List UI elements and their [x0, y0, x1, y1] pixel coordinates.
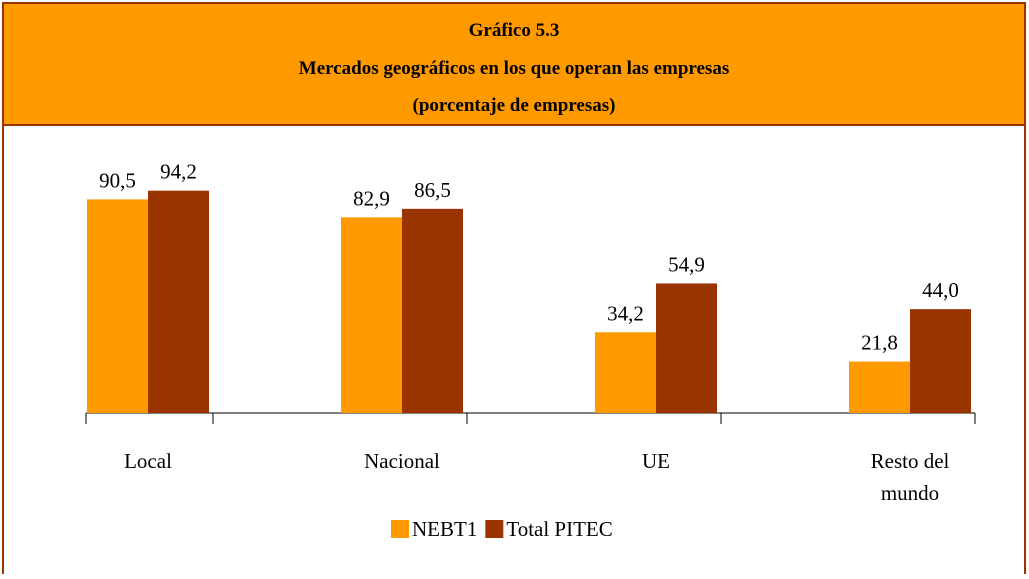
bar: [910, 309, 971, 413]
x-tick-label: Resto del mundo: [871, 449, 950, 505]
value-label: 94,2: [160, 160, 197, 184]
x-tick-label-line: mundo: [881, 481, 939, 505]
chart-note: (porcentaje de empresas): [413, 95, 616, 116]
chart-subtitle: Mercados geográficos en los que operan l…: [299, 58, 729, 79]
legend-swatch: [485, 520, 504, 538]
chart-title: Gráfico 5.3: [469, 20, 560, 41]
legend-label: NEBT1: [412, 517, 477, 541]
header-band: [3, 3, 1025, 125]
value-label: 82,9: [353, 186, 390, 210]
value-label: 90,5: [99, 168, 136, 192]
legend-label: Total PITEC: [506, 517, 612, 541]
bar: [341, 217, 402, 413]
x-tick-label: Local: [124, 449, 172, 473]
bar: [87, 199, 148, 413]
x-tick-label: UE: [642, 449, 670, 473]
value-label: 21,8: [861, 331, 898, 355]
legend-swatch: [391, 520, 409, 538]
bar: [595, 332, 656, 413]
bar: [849, 361, 910, 413]
x-tick-label-line: Resto del: [871, 449, 950, 473]
value-label: 86,5: [414, 178, 451, 202]
value-label: 34,2: [607, 301, 644, 325]
value-label: 44,0: [922, 278, 959, 302]
bar: [402, 208, 463, 413]
x-tick-label: Nacional: [364, 449, 440, 473]
bar: [656, 283, 717, 413]
value-label: 54,9: [668, 252, 705, 276]
bar: [148, 190, 209, 413]
